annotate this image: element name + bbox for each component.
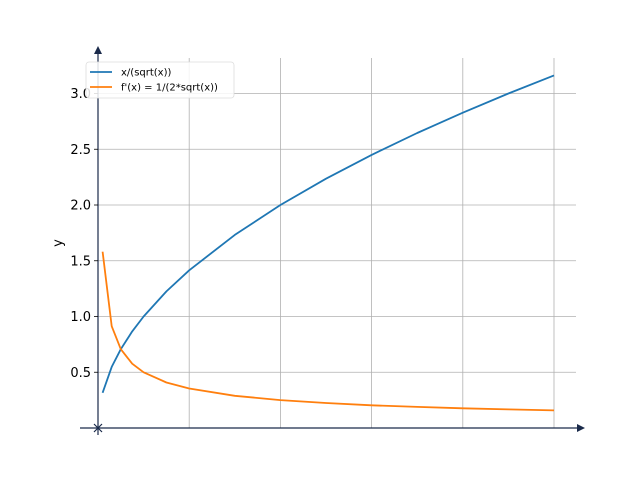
y-tick-label-0: 0.5 [70,366,91,381]
series-line-1 [101,251,555,412]
origin-marker [93,423,103,433]
y-tick-label-3: 2.0 [70,199,91,214]
tick-labels: 0.51.01.52.02.53.0 [70,87,98,381]
legend-label-1: f'(x) = 1/(2*sqrt(x)) [121,83,218,94]
y-axis-arrow [94,46,102,54]
x-axis-arrow [577,424,585,432]
legend-box [85,61,235,99]
series-line-0 [101,74,555,394]
y-tick-label-2: 1.5 [70,254,91,269]
series-group [101,74,555,412]
axes [80,46,585,435]
y-tick-label-4: 2.5 [70,143,91,158]
grid [98,58,576,428]
legend-label-0: x/(sqrt(x)) [121,68,171,79]
y-axis-label: y [51,239,66,247]
y-tick-label-1: 1.0 [70,310,91,325]
legend: x/(sqrt(x)) f'(x) = 1/(2*sqrt(x)) [85,61,235,99]
